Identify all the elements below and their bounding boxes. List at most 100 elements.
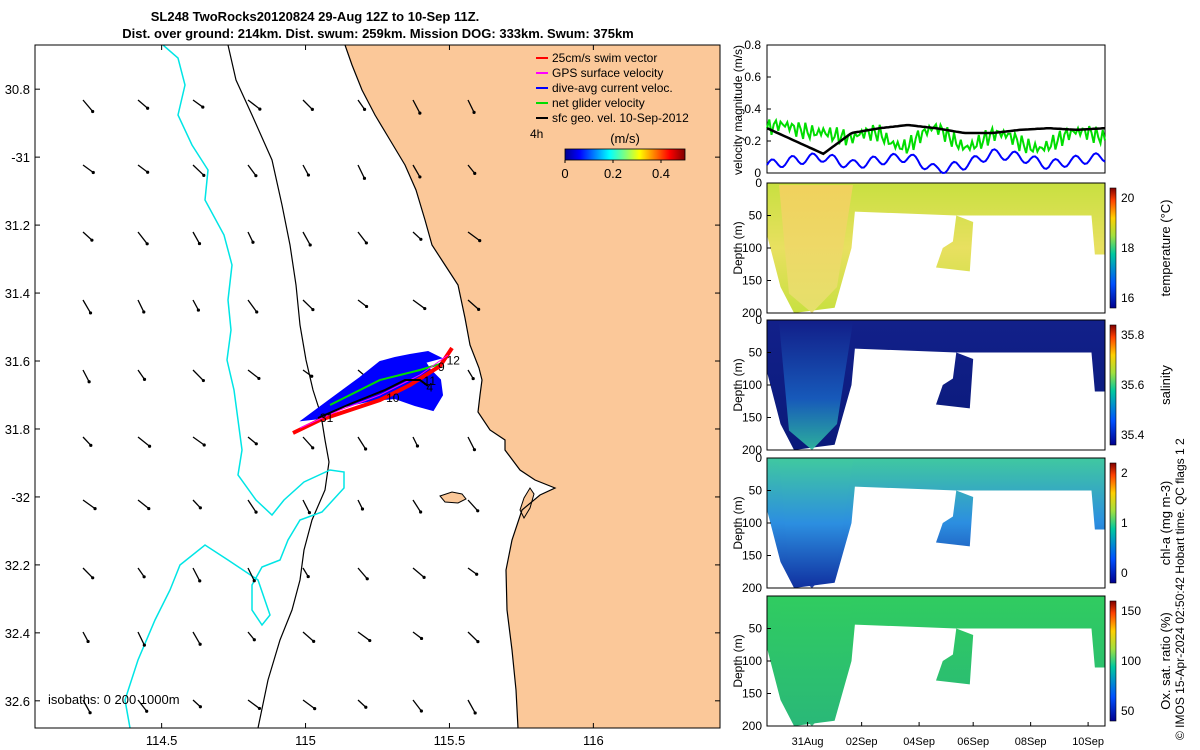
section-colorbar-tick: 16 <box>1121 291 1135 305</box>
tag-4h: 4h <box>530 127 543 141</box>
section-colorbar-label-chla: chl-a (mg m-3) <box>1158 481 1173 566</box>
isobaths-label: isobaths: 0 200 1000m <box>48 692 180 707</box>
depth-ylabel-salinity: Depth (m) <box>731 358 745 411</box>
section-colorbar-label-salinity: salinity <box>1158 365 1173 405</box>
legend-label-3: net glider velocity <box>552 96 645 110</box>
time-tick-4: 08Sep <box>1015 736 1047 748</box>
depth-tick-label: 200 <box>742 719 762 733</box>
depth-tick-label: 50 <box>749 484 763 498</box>
colorbar-ticks: 0 0.2 0.4 <box>561 160 670 181</box>
section-colorbar-chla <box>1109 462 1117 584</box>
time-tick-5: 10Sep <box>1072 736 1104 748</box>
depth-tick-label: 150 <box>742 687 762 701</box>
map-ytick-label: 31.8 <box>5 422 30 437</box>
section-panel-salinity: 0 50 100 150 200 Depth (m) 35.4 35.6 35.8 salinit… <box>731 313 1173 457</box>
land-area <box>345 45 720 728</box>
velocity-axis-ticks: 0 0.2 0.4 0.6 0.8 <box>744 38 771 180</box>
garden-island <box>519 487 535 520</box>
section-colorbar-temperature <box>1109 187 1117 309</box>
velocity-series-2 <box>766 123 1106 156</box>
section-field-oxygen <box>767 596 1105 726</box>
glider-track <box>292 346 454 435</box>
time-tick-0: 31Aug <box>792 736 824 748</box>
net-velocity-track <box>329 363 441 406</box>
depth-tick-label: 50 <box>749 346 763 360</box>
track-day-label-0: 31 <box>320 411 334 425</box>
time-tick-1: 02Sep <box>846 736 878 748</box>
depth-tick-label: 100 <box>742 654 762 668</box>
section-colorbar-tick: 35.4 <box>1121 428 1145 442</box>
velocity-panel: 0 0.2 0.4 0.6 0.8 velocity magnitude (m/s) <box>731 38 1106 180</box>
legend-label-0: 25cm/s swim vector <box>552 51 657 65</box>
velocity-ytick-3: 0.6 <box>744 70 761 84</box>
map-ytick-label: 31.2 <box>5 218 30 233</box>
velocity-ytick-2: 0.4 <box>744 102 761 116</box>
section-panel-oxygen: 50 100 150 200 Depth (m) 50 100 150 Ox. sat. rat… <box>731 595 1173 733</box>
velocity-ylabel: velocity magnitude (m/s) <box>731 45 745 175</box>
depth-tick-label: 150 <box>742 411 762 425</box>
section-colorbar-label-temperature: temperature (°C) <box>1158 200 1173 297</box>
time-tick-2: 04Sep <box>903 736 935 748</box>
map-xtick-label: 115 <box>295 733 316 748</box>
section-colorbar-oxygen <box>1109 600 1117 722</box>
velocity-ytick-0: 0 <box>754 166 761 180</box>
colorbar-title: (m/s) <box>610 131 640 146</box>
track-day-label-5: 12 <box>447 353 461 367</box>
section-colorbar-tick: 35.8 <box>1121 328 1145 342</box>
section-colorbar-tick: 0 <box>1121 566 1128 580</box>
velocity-series-1 <box>766 148 1106 175</box>
colorbar-tick-label-1: 0.2 <box>604 166 622 181</box>
velocity-lines <box>766 117 1106 175</box>
time-tick-3: 06Sep <box>957 736 989 748</box>
legend-label-4: sfc geo. vel. 10-Sep-2012 <box>552 111 689 125</box>
section-colorbar-tick: 2 <box>1121 466 1128 480</box>
depth-tick-label: 100 <box>742 378 762 392</box>
section-panel-temperature: 0 50 100 150 200 Depth (m) 16 18 20 temperature (… <box>731 176 1173 320</box>
section-field-chla <box>767 458 1105 588</box>
colorbar-tick-label-2: 0.4 <box>652 166 670 181</box>
legend-label-1: GPS surface velocity <box>552 66 663 80</box>
depth-tick-label: 0 <box>755 313 762 327</box>
velocity-series-0 <box>766 117 1106 155</box>
section-colorbar-tick: 18 <box>1121 241 1135 255</box>
footer-credit: © IMOS 15-Apr-2024 02:50:42 Hobart time.… <box>1173 438 1187 740</box>
depth-ylabel-temperature: Depth (m) <box>731 221 745 274</box>
map-ytick-label: 32.6 <box>5 694 30 709</box>
coastline <box>344 45 557 728</box>
depth-tick-label: 100 <box>742 516 762 530</box>
depth-ylabel-chla: Depth (m) <box>731 496 745 549</box>
section-colorbar-tick: 100 <box>1121 654 1141 668</box>
track-day-label-3: 4 <box>426 381 433 395</box>
colorbar-tick-label-0: 0 <box>561 166 568 181</box>
map-ytick-label: 31.4 <box>5 286 30 301</box>
depth-tick-label: 50 <box>749 622 763 636</box>
section-colorbar-label-oxygen: Ox. sat. ratio (%) <box>1158 612 1173 710</box>
gps-surface-track <box>299 354 449 429</box>
track-day-label-2: 11 <box>424 374 437 388</box>
map-ytick-label: -32 <box>11 490 30 505</box>
velocity-ytick-4: 0.8 <box>744 38 761 52</box>
map-ytick-label: 32.2 <box>5 558 30 573</box>
swim-vector-track <box>292 346 454 435</box>
section-colorbar-tick: 35.6 <box>1121 378 1145 392</box>
track-day-label-4: 9 <box>438 360 445 374</box>
geo-velocity-track <box>317 379 429 419</box>
section-colorbar-salinity <box>1109 324 1117 446</box>
time-axis: 31Aug 02Sep 04Sep 06Sep 08Sep 10Sep <box>792 722 1104 748</box>
depth-tick-label: 200 <box>742 306 762 320</box>
section-colorbar-tick: 50 <box>1121 704 1135 718</box>
map-xtick-label: 114.5 <box>146 733 178 748</box>
depth-tick-label: 0 <box>755 451 762 465</box>
map-ytick-label: -31 <box>11 150 30 165</box>
map-axis-ticks: 114.5 115 115.5 116 30.8 -31 31.2 31.4 31.6 31.8 -… <box>5 45 720 748</box>
track-day-label-1: 10 <box>386 391 400 405</box>
depth-tick-label: 150 <box>742 549 762 563</box>
title-line-2: Dist. over ground: 214km. Dist. swum: 25… <box>122 26 634 41</box>
depth-tick-label: 50 <box>749 209 763 223</box>
map-xtick-label: 115.5 <box>434 733 466 748</box>
